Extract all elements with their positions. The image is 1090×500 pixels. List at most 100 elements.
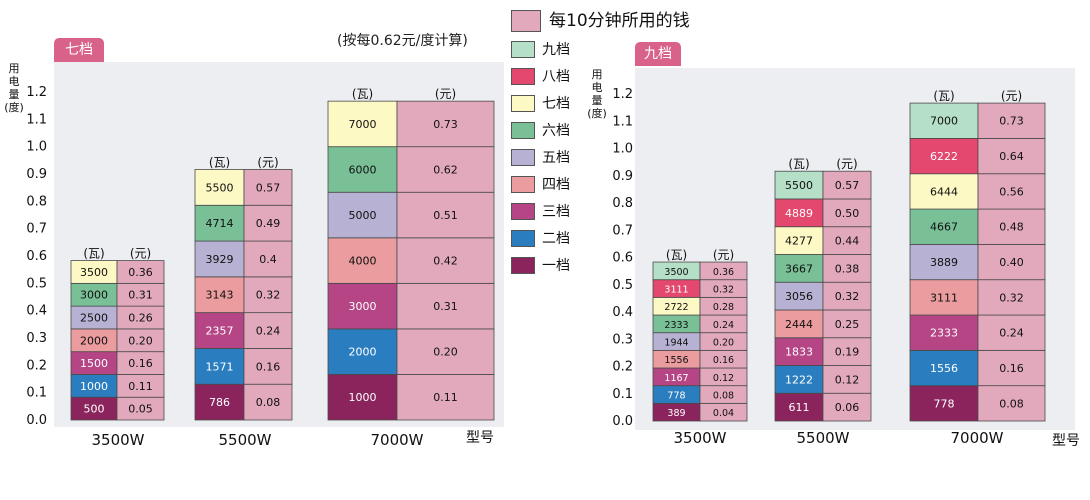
bar-segment-yuan [822,170,872,200]
y-tick-label: 1.0 [26,140,47,155]
bar-segment-yuan [396,191,495,239]
yuan-value-label: 0.36 [128,266,153,279]
bar-segment-watt [194,348,245,385]
yuan-value-label: 0.11 [128,380,153,393]
y-tick-label: 0.5 [612,278,633,293]
watt-value-label: 2333 [664,320,688,331]
yuan-value-label: 0.49 [256,217,281,230]
bar-segment-yuan [116,260,165,284]
watt-value-label: 778 [934,397,955,410]
legend-swatch [511,68,535,85]
watt-value-label: 3500 [80,266,108,279]
y-tick-label: 0.0 [26,413,47,428]
bar-segment-yuan [396,374,495,421]
bar-segment-yuan [822,365,872,394]
y-tick-label: 0.4 [26,304,47,319]
bar-segment-yuan [243,312,293,349]
yuan-unit-label: (元) [713,248,734,262]
yuan-value-label: 0.40 [999,256,1024,269]
yuan-value-label: 0.32 [713,285,734,296]
yuan-value-label: 0.38 [835,262,860,275]
category-label: 7000W [950,429,1003,447]
bar-segment-watt [909,314,979,351]
bar-segment-yuan [977,279,1046,316]
yuan-value-label: 0.24 [713,320,734,331]
bar-segment-watt [909,243,979,281]
bar-segment-yuan [822,337,872,366]
yuan-value-label: 0.20 [128,334,153,347]
bar-segment-watt [774,365,824,394]
watt-unit-label: (瓦) [209,155,230,169]
legend-label: 六档 [542,123,570,139]
legend-swatch [511,230,535,247]
watt-value-label: 7000 [930,115,958,128]
yuan-value-label: 0.12 [835,373,860,386]
legend-label: 八档 [542,69,570,85]
bar-segment-watt [774,254,824,283]
legend-swatch [511,149,535,166]
category-label: 7000W [370,431,423,449]
watt-value-label: 4277 [785,235,813,248]
yuan-value-label: 0.06 [835,401,860,414]
watt-value-label: 1222 [785,373,813,386]
yuan-value-label: 0.64 [999,150,1024,163]
legend-label: 二档 [542,231,570,247]
watt-unit-label: (瓦) [666,248,687,262]
yuan-unit-label: (元) [130,247,151,261]
yuan-value-label: 0.04 [713,408,734,419]
watt-value-label: 2722 [664,302,688,313]
yuan-value-label: 0.11 [433,391,458,404]
watt-value-label: 1500 [80,357,108,370]
legend-label: 三档 [542,204,570,220]
watt-value-label: 778 [667,391,685,402]
y-tick-label: 0.7 [612,223,633,238]
yuan-value-label: 0.05 [128,403,153,416]
category-label: 3500W [673,429,726,447]
y-tick-label: 0.6 [612,251,633,266]
yuan-value-label: 0.50 [835,207,860,220]
yuan-value-label: 0.56 [999,185,1024,198]
y-tick-label: 0.0 [612,414,633,429]
y-axis-label: 用电量(度) [587,68,607,120]
watt-value-label: 7000 [349,118,377,131]
watt-unit-label: (瓦) [788,157,809,171]
yuan-value-label: 0.16 [128,357,153,370]
bar-segment-watt [774,392,824,422]
yuan-value-label: 0.31 [433,300,458,313]
bar-segment-watt [909,385,979,422]
yuan-value-label: 0.25 [835,318,860,331]
y-tick-label: 0.9 [612,169,633,184]
watt-value-label: 3111 [930,291,958,304]
watt-value-label: 3929 [206,253,234,266]
watt-value-label: 1167 [664,373,688,384]
watt-value-label: 4889 [785,207,813,220]
yuan-value-label: 0.42 [433,255,458,268]
watt-value-label: 3056 [785,290,813,303]
tab-7-levels: 七档 [54,38,104,62]
yuan-unit-label: (元) [257,155,278,169]
bar-segment-yuan [977,173,1046,210]
bar-segment-yuan [977,102,1046,139]
watt-value-label: 3889 [930,256,958,269]
watt-value-label: 2500 [80,312,108,325]
bar-segment-yuan [699,261,748,281]
watt-value-label: 3111 [664,285,688,296]
bar-segment-watt [909,349,979,387]
legend-label: 五档 [542,150,570,166]
category-label: 5500W [796,429,849,447]
watt-value-label: 3500 [664,267,688,278]
bar-segment-yuan [977,138,1046,175]
bar-segment-yuan [822,281,872,311]
yuan-value-label: 0.20 [713,338,734,349]
yuan-unit-label: (元) [836,157,857,171]
watt-value-label: 786 [209,396,230,409]
bar-segment-yuan [977,243,1046,281]
yuan-value-label: 0.32 [835,290,860,303]
bar-segment-yuan [977,385,1046,422]
yuan-unit-label: (元) [435,87,456,101]
yuan-value-label: 0.36 [713,267,734,278]
bar-segment-watt [327,328,398,375]
legend-swatch [511,122,535,139]
watt-value-label: 4667 [930,221,958,234]
watt-value-label: 6444 [930,185,958,198]
